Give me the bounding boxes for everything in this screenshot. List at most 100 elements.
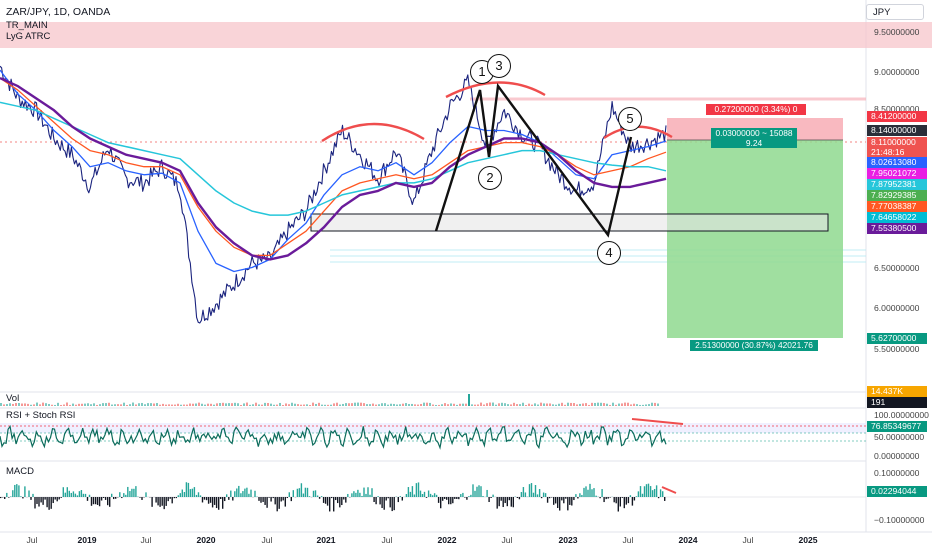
- price-tag-ma-cyan: 7.87952381: [867, 179, 927, 190]
- macd-bar: [512, 497, 514, 508]
- volume-bar: [471, 404, 473, 406]
- volume-bar: [273, 404, 275, 406]
- macd-bar: [528, 484, 531, 497]
- macd-bar: [377, 496, 379, 497]
- volume-bar: [498, 403, 500, 406]
- macd-bar: [639, 486, 642, 497]
- macd-bar: [567, 497, 569, 511]
- macd-bar: [111, 493, 113, 497]
- macd-divergence-line[interactable]: [661, 486, 677, 494]
- macd-bar: [359, 492, 361, 497]
- macd-bar: [427, 490, 430, 497]
- x-tick: 2019: [77, 535, 97, 545]
- macd-bar: [30, 497, 32, 500]
- volume-bar: [516, 404, 518, 406]
- macd-bar: [266, 497, 268, 508]
- volume-bar: [321, 404, 323, 406]
- x-tick: Jul: [501, 535, 513, 545]
- volume-bar: [252, 404, 254, 406]
- support-zone-box[interactable]: [310, 213, 829, 232]
- pattern-point-5[interactable]: 5: [618, 107, 642, 131]
- macd-bar: [629, 495, 632, 497]
- pattern-point-3[interactable]: 3: [487, 54, 511, 78]
- x-tick: Jul: [140, 535, 152, 545]
- pattern-point-4[interactable]: 4: [597, 241, 621, 265]
- volume-bar: [0, 403, 2, 406]
- indicator-label-lyg-atrc[interactable]: LyG ATRC: [6, 31, 51, 42]
- macd-bar: [373, 497, 375, 502]
- rsi-divergence-line[interactable]: [631, 418, 684, 425]
- rsi-series: [0, 425, 667, 450]
- volume-bar: [30, 404, 32, 406]
- macd-bar: [60, 497, 62, 498]
- volume-bar: [609, 404, 611, 406]
- volume-bar: [6, 404, 8, 406]
- macd-bar: [62, 487, 64, 497]
- macd-bar: [66, 487, 68, 497]
- rsi-tick: 0.00000000: [874, 451, 920, 461]
- volume-bar: [567, 402, 569, 406]
- macd-bar: [446, 497, 448, 500]
- rsi-panel-label[interactable]: RSI + Stoch RSI: [6, 410, 76, 421]
- macd-bar: [355, 492, 357, 497]
- macd-bar: [272, 497, 274, 499]
- volume-bar: [162, 403, 164, 406]
- symbol-title: ZAR/JPY, 1D, OANDA: [6, 6, 111, 18]
- price-tag-ma-blue: 8.02613080: [867, 157, 927, 168]
- vol-panel-label[interactable]: Vol: [6, 393, 20, 404]
- macd-bar: [633, 497, 636, 501]
- macd-bar: [345, 497, 347, 503]
- macd-bar: [248, 493, 250, 497]
- macd-bar: [456, 497, 458, 500]
- volume-bar: [372, 403, 374, 406]
- volume-bar: [156, 403, 158, 406]
- macd-bar: [14, 484, 16, 497]
- x-tick: 2021: [316, 535, 336, 545]
- indicator-label-tr-main[interactable]: TR_MAIN: [6, 20, 48, 31]
- macd-bar: [312, 490, 315, 497]
- volume-bar: [600, 402, 602, 406]
- volume-bar: [75, 404, 77, 406]
- volume-bar: [387, 404, 389, 406]
- currency-selector[interactable]: JPY: [866, 4, 924, 20]
- macd-bar: [351, 493, 353, 497]
- volume-bar: [234, 402, 236, 406]
- macd-bar: [391, 497, 393, 512]
- pattern-zigzag[interactable]: [434, 82, 633, 238]
- macd-bar: [353, 491, 355, 497]
- volume-bar: [633, 403, 635, 406]
- volume-bar: [27, 403, 29, 406]
- macd-bar: [591, 489, 593, 497]
- macd-bar: [343, 497, 345, 500]
- volume-bar: [285, 403, 287, 406]
- volume-bar: [447, 404, 449, 406]
- macd-bar: [157, 497, 159, 506]
- macd-bar: [623, 497, 625, 509]
- volume-bar: [36, 402, 38, 406]
- volume-bar: [615, 404, 617, 406]
- x-tick: 2023: [558, 535, 578, 545]
- macd-bar: [452, 497, 454, 504]
- rsi-band: [0, 423, 866, 433]
- price-tag-ma-purple: 7.55380500: [867, 223, 927, 234]
- macd-bar: [655, 485, 658, 497]
- macd-bar: [464, 497, 466, 498]
- pattern-point-2[interactable]: 2: [478, 166, 502, 190]
- volume-bar: [477, 404, 479, 406]
- price-tick: 9.50000000: [874, 27, 920, 37]
- macd-bar: [423, 491, 426, 497]
- volume-bar: [66, 402, 68, 406]
- volume-bar: [282, 404, 284, 406]
- macd-panel-label[interactable]: MACD: [6, 466, 34, 477]
- macd-bar: [254, 490, 256, 497]
- macd-bar: [56, 497, 58, 502]
- resistance-zone-top[interactable]: [0, 22, 866, 48]
- volume-bar: [42, 402, 44, 406]
- macd-bar: [119, 492, 121, 497]
- volume-bar: [564, 404, 566, 406]
- macd-bar: [211, 497, 214, 508]
- volume-bar: [216, 403, 218, 406]
- volume-bar: [186, 404, 188, 406]
- macd-bar: [472, 484, 474, 497]
